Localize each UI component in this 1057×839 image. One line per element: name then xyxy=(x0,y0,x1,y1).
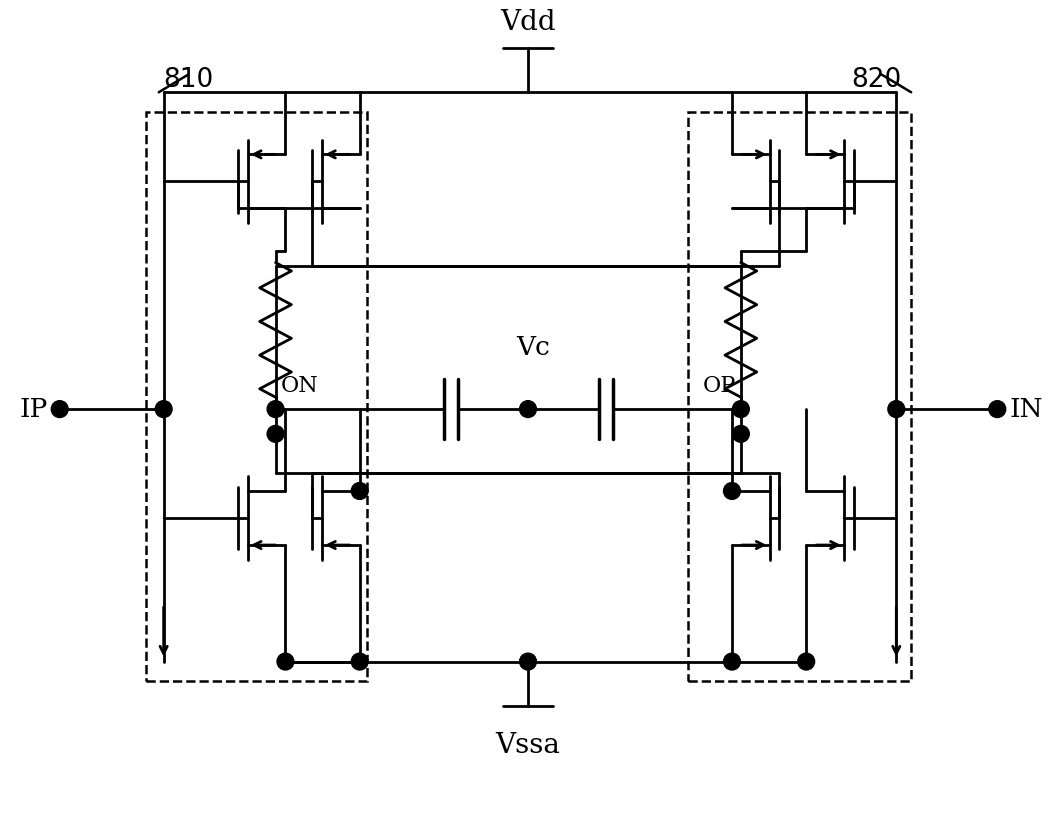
Circle shape xyxy=(351,653,368,670)
Text: OP: OP xyxy=(703,375,736,397)
Circle shape xyxy=(989,401,1005,418)
Circle shape xyxy=(724,653,740,670)
Circle shape xyxy=(277,653,294,670)
Circle shape xyxy=(733,401,749,418)
Circle shape xyxy=(155,401,172,418)
Circle shape xyxy=(267,401,284,418)
Circle shape xyxy=(267,425,284,442)
Text: IN: IN xyxy=(1009,397,1042,422)
Bar xyxy=(688,112,911,681)
Circle shape xyxy=(733,425,749,442)
Circle shape xyxy=(888,401,905,418)
Circle shape xyxy=(724,482,740,499)
Circle shape xyxy=(351,482,368,499)
Text: 820: 820 xyxy=(851,67,902,93)
Text: Vssa: Vssa xyxy=(496,732,560,759)
Text: ON: ON xyxy=(280,375,318,397)
Text: IP: IP xyxy=(19,397,48,422)
Text: Vc: Vc xyxy=(516,335,550,360)
Circle shape xyxy=(520,401,536,418)
Text: 810: 810 xyxy=(164,67,214,93)
Text: Vdd: Vdd xyxy=(500,9,556,36)
Circle shape xyxy=(520,653,536,670)
Circle shape xyxy=(52,401,68,418)
Circle shape xyxy=(798,653,815,670)
Bar xyxy=(146,112,367,681)
